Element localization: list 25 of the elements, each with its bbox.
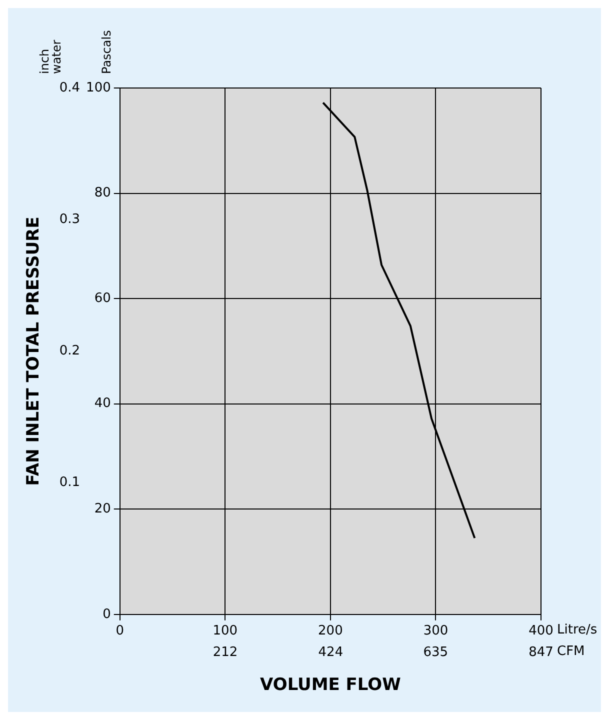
x-tick-label: 200 — [318, 624, 343, 639]
x2-tick-label: 424 — [318, 645, 344, 660]
y2-tick-label: 0.2 — [59, 344, 80, 359]
x-tick-label: 100 — [212, 624, 238, 639]
y2-tick-label: 0.1 — [59, 475, 80, 490]
x2-tick-label: 212 — [212, 645, 238, 660]
y2-tick-label: 0.4 — [59, 80, 80, 96]
x2-tick-label: 847 — [528, 645, 554, 660]
x-tick-label: 0 — [116, 624, 124, 639]
y-tick-label: 40 — [94, 396, 111, 412]
text: Pascals — [100, 30, 114, 74]
text: Litre/s — [557, 622, 598, 638]
y-tick-label: 0 — [102, 606, 111, 622]
text: CFM — [557, 644, 585, 659]
y-tick-label: 80 — [94, 186, 111, 201]
x-axis-title: VOLUME FLOW — [260, 675, 402, 696]
y-tick-label: 60 — [94, 290, 111, 306]
text: inch water — [38, 40, 64, 74]
y2-tick-label: 0.3 — [59, 212, 80, 227]
x-tick-label: 300 — [423, 624, 448, 639]
y-tick-label: 20 — [94, 501, 111, 516]
x2-tick-label: 635 — [423, 645, 448, 660]
y2-axis-title: FAN INLET TOTAL PRESSURE — [24, 216, 44, 486]
x-tick-label: 400 — [528, 624, 554, 639]
y-tick-label: 100 — [86, 80, 111, 96]
